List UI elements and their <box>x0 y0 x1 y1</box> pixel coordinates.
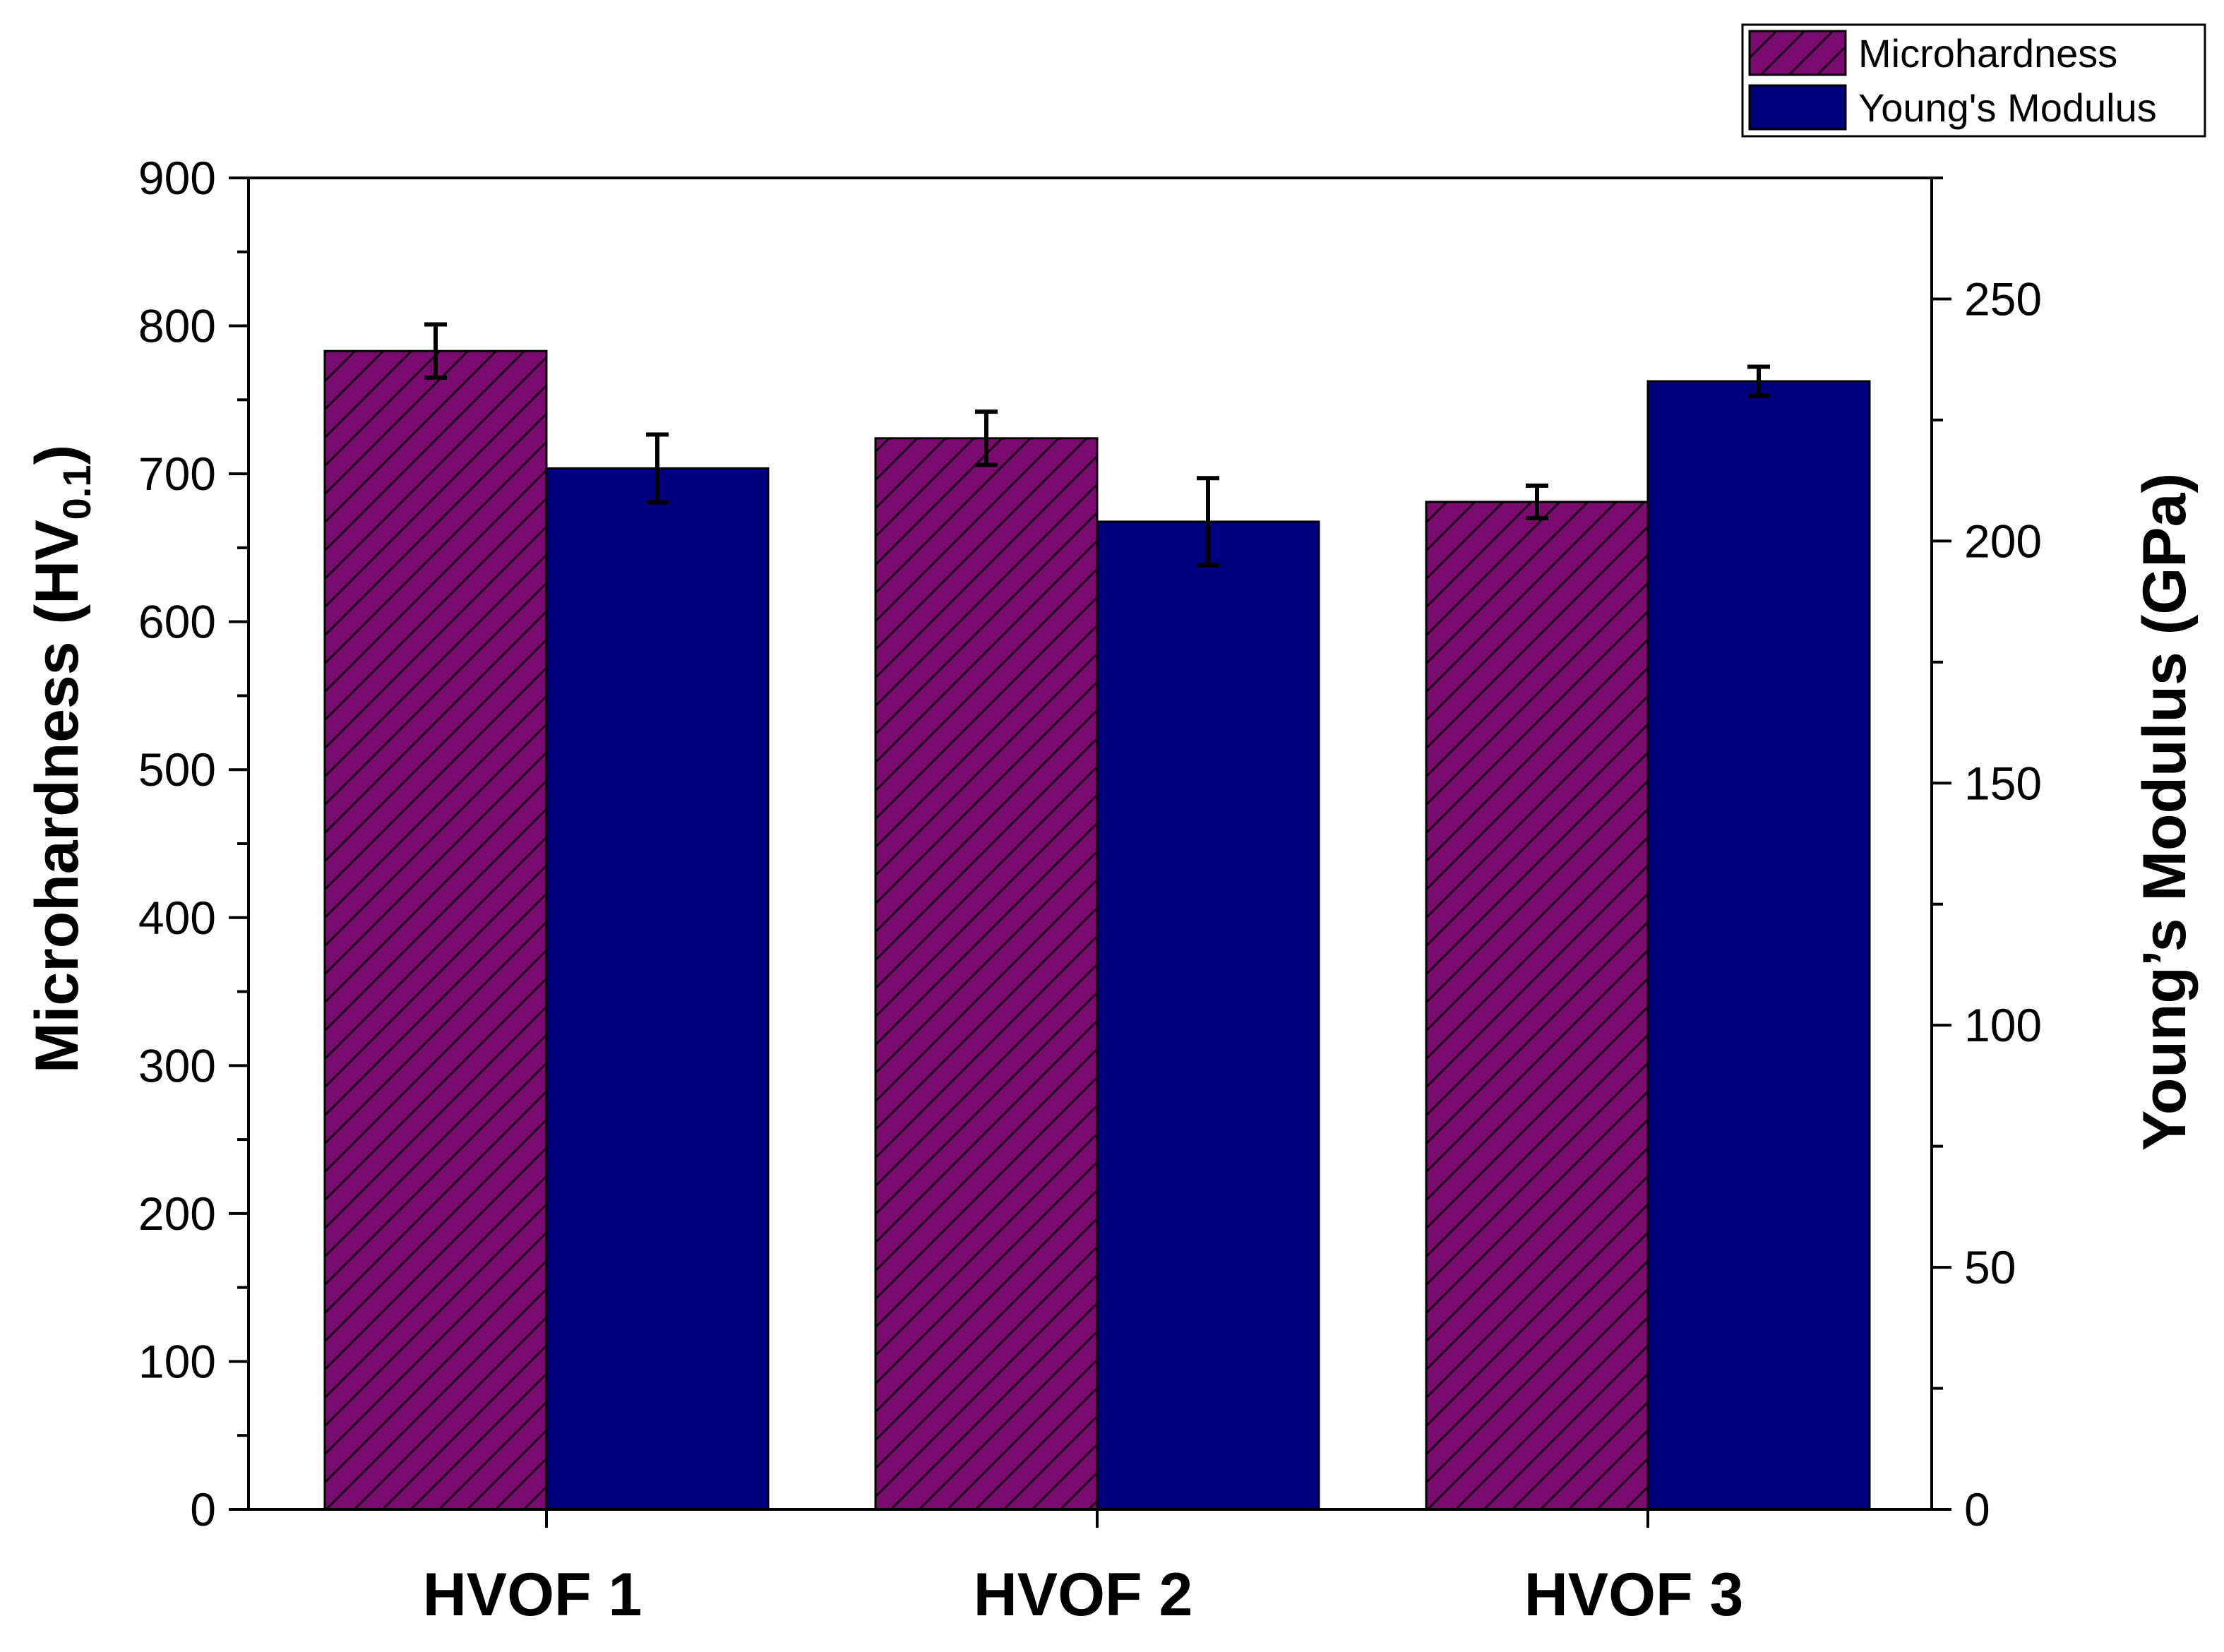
legend: Microhardness Young's Modulus <box>1741 23 2206 138</box>
y-left-tick-label: 500 <box>138 743 216 796</box>
y-left-tick-label: 400 <box>138 892 216 944</box>
bar-microhardness-1 <box>323 349 548 1511</box>
y-right-tick-label: 150 <box>1964 757 2042 809</box>
bar-microhardness-2 <box>874 437 1099 1511</box>
y-axis-left-title: Microhardness (HV0.1) <box>23 445 99 1073</box>
x-category-label-2: HVOF 2 <box>974 1561 1193 1629</box>
y-left-tick-label: 300 <box>138 1039 216 1091</box>
y-left-tick-label: 200 <box>138 1187 216 1240</box>
bar-microhardness-3 <box>1425 501 1649 1511</box>
x-category-label-1: HVOF 1 <box>423 1561 642 1629</box>
y-right-tick-label: 100 <box>1964 999 2042 1051</box>
y-left-tick-label: 0 <box>190 1483 216 1536</box>
y-right-tick-label: 250 <box>1964 273 2042 325</box>
bar-young-s-modulus-3 <box>1646 380 1871 1511</box>
y-left-tick-label: 100 <box>138 1335 216 1387</box>
legend-swatch-microhardness <box>1748 30 1847 76</box>
legend-swatch-youngs-modulus <box>1748 84 1847 131</box>
y-axis-right-title: Young’s Modulus (GPa) <box>2131 473 2199 1151</box>
y-left-tick-label: 800 <box>138 300 216 352</box>
x-category-label-3: HVOF 3 <box>1524 1561 1744 1629</box>
y-left-tick-label: 600 <box>138 596 216 648</box>
y-right-tick-label: 50 <box>1964 1241 2016 1293</box>
bar-young-s-modulus-2 <box>1096 520 1320 1511</box>
legend-label-youngs-modulus: Young's Modulus <box>1858 85 2157 130</box>
y-left-tick-label: 900 <box>138 152 216 204</box>
y-right-tick-label: 0 <box>1964 1483 1990 1536</box>
legend-label-microhardness: Microhardness <box>1858 31 2117 76</box>
y-left-tick-label: 700 <box>138 448 216 500</box>
bar-young-s-modulus-1 <box>545 467 770 1511</box>
y-right-tick-label: 200 <box>1964 515 2042 567</box>
